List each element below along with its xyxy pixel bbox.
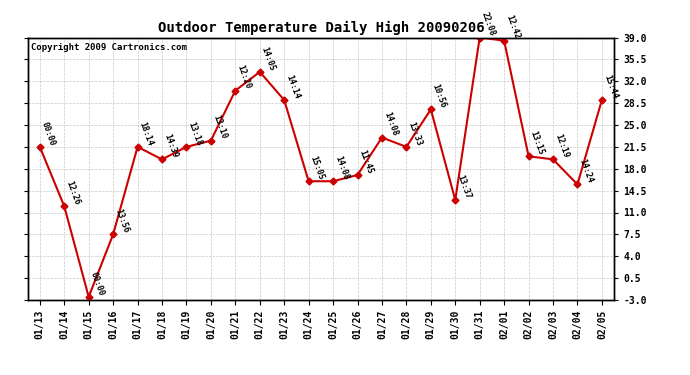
Text: 12:19: 12:19 [553, 133, 570, 159]
Text: 13:37: 13:37 [455, 173, 472, 200]
Text: 14:05: 14:05 [259, 45, 277, 72]
Text: 22:08: 22:08 [480, 11, 497, 38]
Text: 13:33: 13:33 [406, 120, 424, 147]
Text: 13:56: 13:56 [113, 208, 130, 234]
Text: 14:08: 14:08 [333, 154, 350, 181]
Text: 14:24: 14:24 [578, 158, 595, 184]
Text: 12:20: 12:20 [235, 64, 253, 91]
Text: 12:26: 12:26 [64, 180, 81, 206]
Text: 13:18: 13:18 [186, 120, 204, 147]
Text: 13:15: 13:15 [529, 130, 546, 156]
Text: 00:00: 00:00 [40, 120, 57, 147]
Text: 12:42: 12:42 [504, 14, 521, 40]
Text: 10:56: 10:56 [431, 83, 448, 110]
Text: Copyright 2009 Cartronics.com: Copyright 2009 Cartronics.com [30, 43, 186, 52]
Text: 13:10: 13:10 [211, 114, 228, 141]
Title: Outdoor Temperature Daily High 20090206: Outdoor Temperature Daily High 20090206 [157, 21, 484, 35]
Text: 11:45: 11:45 [357, 148, 375, 175]
Text: 18:14: 18:14 [137, 120, 155, 147]
Text: 14:14: 14:14 [284, 74, 302, 100]
Text: 14:08: 14:08 [382, 111, 399, 138]
Text: 14:39: 14:39 [162, 133, 179, 159]
Text: 00:00: 00:00 [89, 270, 106, 297]
Text: 15:05: 15:05 [308, 154, 326, 181]
Text: 15:44: 15:44 [602, 74, 619, 100]
